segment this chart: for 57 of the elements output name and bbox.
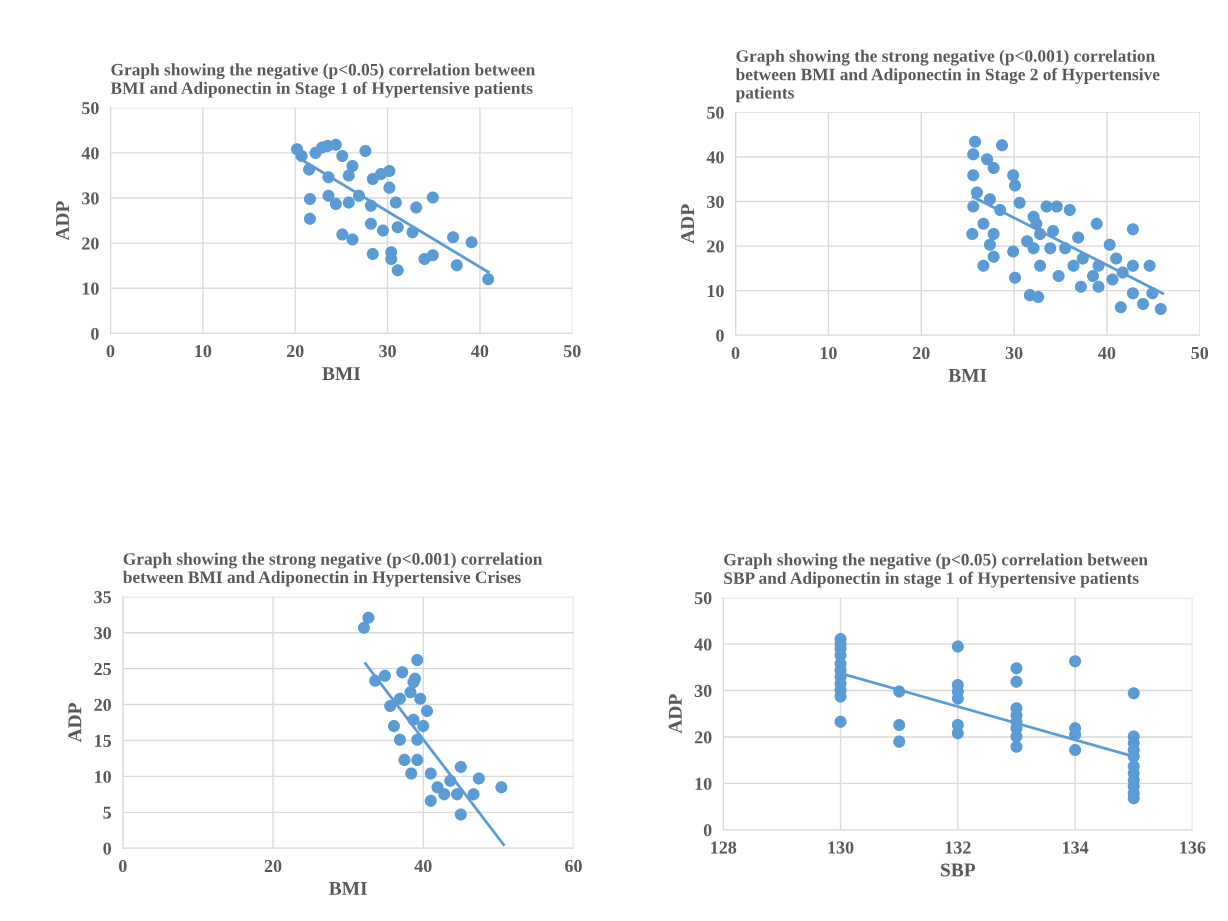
- y-tick-label: 25: [94, 662, 112, 676]
- y-tick-label: 5: [103, 806, 112, 819]
- x-axis-title: BMI: [948, 369, 987, 382]
- y-tick-label: 10: [707, 284, 724, 298]
- x-tick-label: 40: [1098, 346, 1116, 360]
- x-tick-label: 130: [828, 841, 854, 854]
- y-tick-label: 0: [703, 824, 712, 837]
- x-axis-title: SBP: [941, 863, 976, 877]
- chart-title: Graph showing the negative (p<0.05) correlation between SBP and Adiponectin in stage 1 of Hypertensive patients: [724, 553, 1148, 588]
- x-tick-label: 20: [912, 346, 930, 360]
- y-tick-label: 20: [94, 698, 111, 712]
- y-tick-label: 50: [707, 106, 724, 119]
- y-tick-label: 40: [706, 151, 724, 164]
- x-tick-label: 10: [820, 346, 837, 360]
- x-tick-label: 128: [711, 841, 737, 854]
- y-tick-label: 0: [716, 329, 724, 342]
- y-tick-label: 10: [82, 282, 99, 295]
- chart-title: Graph showing the strong negative (p<0.001) correlation between BMI and Adiponectin in Stage 2 of Hypertensive patients: [735, 49, 1160, 103]
- x-axis-title: BMI: [322, 367, 361, 380]
- y-axis-title: ADP: [668, 694, 682, 734]
- x-tick-label: 136: [1180, 841, 1206, 854]
- x-tick-label: 132: [945, 841, 971, 854]
- x-tick-label: 50: [1191, 346, 1209, 360]
- y-tick-label: 40: [81, 147, 99, 160]
- y-tick-label: 40: [694, 638, 712, 651]
- x-tick-label: 30: [379, 345, 396, 358]
- y-tick-label: 30: [82, 192, 99, 205]
- chart-title: Graph showing the strong negative (p<0.001) correlation between BMI and Adiponectin in Hypertensive Crises: [123, 552, 543, 587]
- y-tick-label: 20: [82, 237, 99, 250]
- y-tick-label: 15: [95, 734, 112, 747]
- x-tick-label: 20: [264, 859, 282, 873]
- y-tick-label: 30: [94, 626, 111, 640]
- y-tick-label: 30: [707, 195, 724, 208]
- y-tick-label: 50: [82, 102, 99, 115]
- x-tick-label: 20: [286, 345, 304, 358]
- y-tick-label: 50: [694, 591, 712, 605]
- x-tick-label: 50: [563, 345, 581, 358]
- y-tick-label: 20: [707, 240, 724, 253]
- x-tick-label: 60: [565, 859, 582, 873]
- y-tick-label: 35: [94, 591, 112, 604]
- x-tick-label: 0: [731, 346, 740, 360]
- x-tick-label: 40: [471, 345, 489, 358]
- chart-title: Graph showing the negative (p<0.05) correlation between BMI and Adiponectin in Stage 1 of Hypertensive patients: [110, 63, 536, 98]
- x-axis-title: BMI: [329, 882, 367, 895]
- x-tick-label: 40: [414, 859, 432, 873]
- y-axis-title: ADP: [681, 204, 694, 244]
- x-tick-label: 30: [1005, 346, 1023, 360]
- y-tick-label: 30: [694, 684, 712, 698]
- y-axis-title: ADP: [68, 703, 82, 743]
- x-tick-label: 0: [118, 859, 127, 873]
- y-tick-label: 0: [91, 327, 99, 340]
- y-tick-label: 10: [95, 770, 111, 783]
- y-tick-label: 10: [695, 777, 712, 790]
- y-axis-title: ADP: [56, 201, 69, 241]
- x-tick-label: 134: [1063, 841, 1089, 854]
- y-tick-label: 20: [694, 731, 712, 744]
- x-tick-label: 10: [195, 345, 212, 358]
